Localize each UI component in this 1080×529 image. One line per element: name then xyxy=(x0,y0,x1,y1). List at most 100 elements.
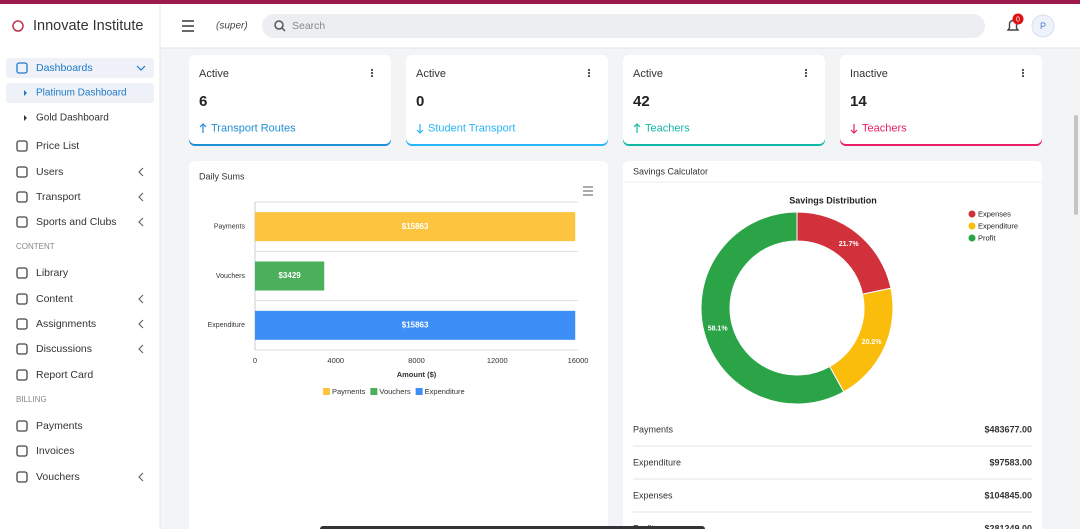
card-value: 0 xyxy=(416,93,424,110)
card-menu[interactable] xyxy=(1021,71,1025,75)
scrollbar[interactable] xyxy=(1074,115,1078,215)
avatar-initial: P xyxy=(1040,21,1046,31)
x-tick-label: 0 xyxy=(253,356,257,365)
nav-icon xyxy=(16,140,28,152)
row-value: $97583.00 xyxy=(989,457,1032,467)
card-label: Student Transport xyxy=(428,122,515,134)
card-status: Active xyxy=(416,68,446,80)
card-label: Transport Routes xyxy=(211,122,296,134)
card-menu[interactable] xyxy=(1021,68,1025,72)
nav-item[interactable]: Dashboards xyxy=(36,62,93,74)
legend-swatch[interactable] xyxy=(415,388,423,395)
card-menu[interactable] xyxy=(370,68,374,72)
row-value: $104845.00 xyxy=(984,490,1032,500)
card-menu[interactable] xyxy=(587,74,591,78)
nav-item[interactable]: Content xyxy=(36,293,73,305)
card-value: 6 xyxy=(199,93,207,110)
nav-item[interactable]: Users xyxy=(36,166,63,178)
nav-item[interactable]: Sports and Clubs xyxy=(36,216,117,228)
nav-item[interactable]: Gold Dashboard xyxy=(36,113,109,124)
panel-title: Savings Calculator xyxy=(633,166,708,176)
card-menu[interactable] xyxy=(804,68,808,72)
card-menu[interactable] xyxy=(370,71,374,75)
legend-label[interactable]: Expenditure xyxy=(978,221,1018,230)
nav-item[interactable]: Platinum Dashboard xyxy=(36,88,127,99)
legend-swatch[interactable] xyxy=(968,234,976,242)
nav-icon xyxy=(16,445,28,457)
bar-label: $15863 xyxy=(402,320,429,329)
active-bg xyxy=(6,83,154,103)
card-menu[interactable] xyxy=(587,68,591,72)
nav-icon xyxy=(16,267,28,279)
legend-label[interactable]: Payments xyxy=(332,387,366,396)
card-status: Active xyxy=(199,68,229,80)
nav-item[interactable]: Vouchers xyxy=(36,471,80,483)
badge xyxy=(1012,13,1024,25)
badge-count: 0 xyxy=(1016,16,1020,23)
x-axis-label: Amount ($) xyxy=(397,370,437,379)
chevron xyxy=(138,217,144,227)
chevron xyxy=(138,192,144,202)
nav-item[interactable]: Invoices xyxy=(36,445,75,457)
card-menu[interactable] xyxy=(587,71,591,75)
search-icon xyxy=(274,20,284,30)
logo xyxy=(12,20,24,32)
nav-item[interactable]: Discussions xyxy=(36,343,92,355)
card xyxy=(623,55,825,144)
x-tick-label: 12000 xyxy=(487,356,508,365)
legend-label[interactable]: Expenses xyxy=(978,209,1011,218)
slice-label: 20.2% xyxy=(862,339,883,346)
legend-label[interactable]: Vouchers xyxy=(379,387,411,396)
row-value: $281249.00 xyxy=(984,523,1032,529)
card-menu[interactable] xyxy=(1021,74,1025,78)
menu-button[interactable] xyxy=(182,20,194,32)
row-label: Payments xyxy=(633,424,674,434)
card-menu[interactable] xyxy=(804,71,808,75)
card-label: Teachers xyxy=(862,122,907,134)
x-tick-label: 4000 xyxy=(327,356,344,365)
card-arrow xyxy=(199,123,207,133)
legend-label[interactable]: Expenditure xyxy=(425,387,465,396)
pie-slice xyxy=(700,211,845,405)
nav-item[interactable]: Report Card xyxy=(36,369,93,381)
nav-icon xyxy=(16,216,28,228)
card-value: 14 xyxy=(850,93,867,110)
nav-item[interactable]: Library xyxy=(36,267,69,279)
avatar[interactable] xyxy=(1031,14,1055,38)
search-box[interactable] xyxy=(262,14,985,38)
y-tick-label: Expenditure xyxy=(208,322,245,329)
legend-swatch[interactable] xyxy=(968,210,976,218)
legend-swatch[interactable] xyxy=(968,222,976,230)
nav-icon xyxy=(16,62,28,74)
nav-item[interactable]: Transport xyxy=(36,191,81,203)
nav-icon xyxy=(16,471,28,483)
brand: Innovate Institute xyxy=(33,18,143,34)
legend-swatch[interactable] xyxy=(370,388,378,395)
sidebar xyxy=(0,4,160,529)
nav-item[interactable]: Assignments xyxy=(36,318,96,330)
card-status: Inactive xyxy=(850,68,888,80)
panel xyxy=(189,161,608,529)
active-bg xyxy=(6,58,154,78)
x-tick-label: 16000 xyxy=(568,356,589,365)
nav-item[interactable]: Payments xyxy=(36,420,83,432)
chevron xyxy=(138,472,144,482)
chevron xyxy=(138,294,144,304)
section-label: CONTENT xyxy=(16,242,55,251)
nav-icon xyxy=(16,343,28,355)
section-label: BILLING xyxy=(16,395,47,404)
search-placeholder: Search xyxy=(292,20,325,32)
slice-label: 58.1% xyxy=(708,325,729,332)
bullet xyxy=(24,115,27,121)
nav-icon xyxy=(16,293,28,305)
legend-swatch[interactable] xyxy=(323,388,330,395)
card-menu[interactable] xyxy=(370,74,374,78)
row-label: Expenditure xyxy=(633,457,681,467)
card-menu[interactable] xyxy=(804,74,808,78)
nav-item[interactable]: Price List xyxy=(36,140,79,152)
slice-label: 21.7% xyxy=(839,241,860,248)
legend-label[interactable]: Profit xyxy=(978,233,996,242)
chevron xyxy=(138,319,144,329)
